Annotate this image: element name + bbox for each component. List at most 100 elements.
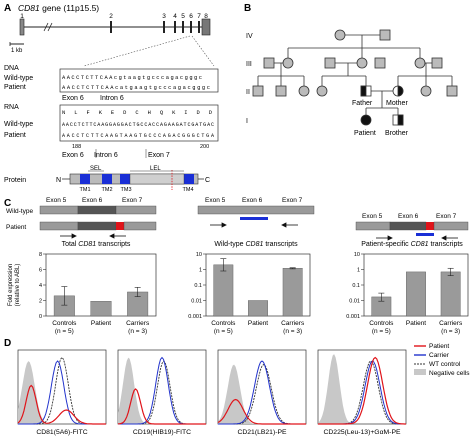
exon-6 <box>190 21 192 33</box>
protein-label: Protein <box>4 177 26 184</box>
y-tick-label: 2 <box>39 299 42 305</box>
exon-number: 4 <box>173 13 177 20</box>
gene-break-icon <box>43 22 53 32</box>
bar <box>282 268 303 317</box>
patient-histogram <box>318 356 406 425</box>
pt-transcript-exon6 <box>77 221 117 231</box>
panel-a-letter: A <box>4 3 11 14</box>
gene-title: CD81 gene (11p15.5) <box>18 3 99 13</box>
negative-histogram <box>18 361 106 424</box>
dna-wt-seq: AACCTCTTCAAcgtaagtgcccagacgggc <box>62 75 202 81</box>
exon-number: 2 <box>109 13 113 20</box>
pt-specific-exon7 <box>433 221 469 231</box>
exon-number: 6 <box>189 13 193 20</box>
x-category-label: Patient <box>248 320 268 327</box>
protein-n-term: N <box>56 177 61 184</box>
y-tick-label: 6 <box>39 268 42 274</box>
chart-title: Total CD81 transcripts <box>62 241 131 248</box>
pt-specific-intron <box>426 222 434 230</box>
scale-label: 1 kb <box>11 48 23 54</box>
negative-histogram <box>218 364 306 424</box>
y-tick-label: 0.01 <box>349 299 360 305</box>
pt-transcript-label: Patient <box>6 224 26 231</box>
legend-label: Negative cells <box>429 370 470 377</box>
y-tick-label: 8 <box>39 252 42 258</box>
x-n-label: (n = 3) <box>128 328 147 335</box>
dna-exon-label: Exon 6 <box>62 95 84 102</box>
rna-wt-seq: AACCTCTTCAAGGAGGACTGCCACCAGAAGATCGATGAC <box>62 122 214 128</box>
pedigree <box>252 29 458 126</box>
protein-c-term: C <box>205 177 210 184</box>
exon-label: Exon 5 <box>205 197 226 204</box>
primer-arrows-icon <box>60 233 126 239</box>
bar <box>248 300 268 317</box>
wt-transcript-exon7 <box>115 205 157 215</box>
tm1-segment <box>80 174 90 184</box>
exon-label: Exon 6 <box>82 197 103 204</box>
father-label: Father <box>352 100 373 107</box>
exon-label: Exon 7 <box>436 213 457 220</box>
dna-pt-label: Patient <box>4 84 26 91</box>
zoom-guide <box>83 35 191 67</box>
chart-title: Patient-specific CD81 transcripts <box>361 241 463 248</box>
wt-specific-probe <box>240 217 268 220</box>
x-category-label: Controls <box>369 320 394 327</box>
pt-transcript-intron <box>116 222 124 230</box>
rna-box <box>59 104 219 142</box>
bar <box>213 264 234 317</box>
pt-specific-exon6 <box>389 221 427 231</box>
wt-histogram <box>218 363 306 425</box>
pt-specific-probe <box>416 233 434 236</box>
primer-arrows-icon <box>376 235 458 241</box>
exon-3 <box>163 21 165 33</box>
rna-exon6: Exon 6 <box>62 152 84 159</box>
tm-label: TM3 <box>121 187 132 193</box>
rna-pt-seq: AACCTCTTCAAGTAAGTGCCCAGACGGGCTGA <box>62 133 214 139</box>
exon-number: 5 <box>181 13 185 20</box>
legend-label: Carrier <box>429 352 450 359</box>
rna-position: 188 <box>72 144 81 150</box>
exon-number: 1 <box>20 13 24 20</box>
y-tick-label: 0 <box>39 314 42 320</box>
y-tick-label: 0.01 <box>191 299 202 305</box>
dna-intron-label: Intron 6 <box>100 95 124 102</box>
brother-label: Brother <box>385 130 409 137</box>
x-category-label: Controls <box>211 320 236 327</box>
x-category-label: Carriers <box>281 320 305 327</box>
dna-label: DNA <box>4 65 19 72</box>
y-axis-title: Fold expression(relative to ABL) <box>8 264 21 307</box>
tm2-segment <box>102 174 112 184</box>
bar <box>440 271 461 317</box>
histogram-x-label: CD225(Leu-13)+GαM-PE <box>323 429 400 436</box>
x-n-label: (n = 5) <box>55 328 74 335</box>
tm-label: TM1 <box>80 187 91 193</box>
dna-wt-label: Wild-type <box>4 75 33 82</box>
exon-2 <box>110 21 112 33</box>
rna-label: RNA <box>4 104 19 111</box>
rna-position: 200 <box>200 144 209 150</box>
generation-label: IV <box>246 33 253 40</box>
wt-transcript-exon6 <box>77 205 117 215</box>
y-tick-label: 1 <box>199 268 202 274</box>
exon-label: Exon 6 <box>398 213 419 220</box>
generation-label: III <box>246 61 252 68</box>
exon-8 <box>201 18 211 36</box>
tm-label: TM2 <box>102 187 113 193</box>
exon-5 <box>182 21 184 33</box>
y-tick-label: 0.001 <box>188 314 202 320</box>
rna-pt-label: Patient <box>4 132 26 139</box>
x-n-label: (n = 3) <box>283 328 302 335</box>
flow-legend: Patient Carrier WT control Negative cell… <box>414 343 470 377</box>
exon-label: Exon 7 <box>122 197 143 204</box>
legend-label: WT control <box>429 361 461 368</box>
y-tick-label: 0.1 <box>352 283 360 289</box>
tm4-segment <box>184 174 194 184</box>
exon-number: 3 <box>162 13 166 20</box>
y-tick-label: 4 <box>39 283 42 289</box>
legend-label: Patient <box>429 343 449 350</box>
generation-label: II <box>246 89 250 96</box>
rna-aa-seq: N L F K E D C H Q K I D D <box>62 110 212 116</box>
negative-histogram <box>318 354 406 424</box>
